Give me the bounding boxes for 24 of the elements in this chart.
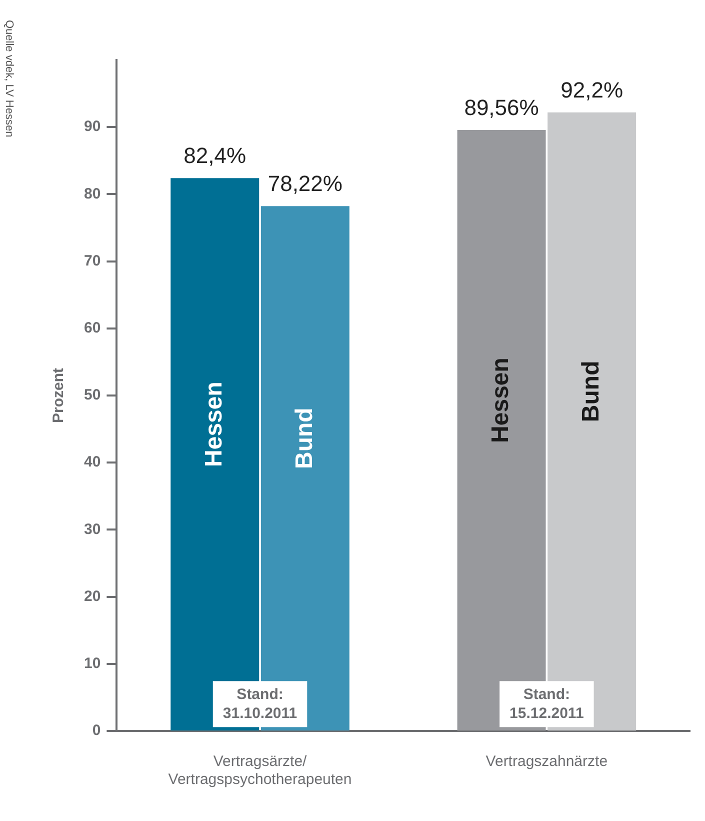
annotation: Stand: 31.10.2011 xyxy=(222,686,298,722)
y-tick-label: 0 xyxy=(92,722,101,740)
series-label: Hessen xyxy=(200,382,228,467)
y-tick-label: 70 xyxy=(84,252,101,270)
annotation: Stand: 15.12.2011 xyxy=(510,686,584,722)
y-tick-label: 30 xyxy=(84,520,101,538)
y-tick-label: 60 xyxy=(84,320,101,337)
y-tick-label: 10 xyxy=(84,655,101,672)
text: Hessen xyxy=(487,358,514,443)
data-label: 89,56% xyxy=(464,95,539,120)
y-tick-label: 80 xyxy=(84,185,101,202)
y-axis-title: Prozent xyxy=(50,368,68,424)
y-tick-label: 50 xyxy=(84,386,101,404)
source-note: Quelle vdek, LV Hessen xyxy=(3,20,15,138)
data-label: 92,2% xyxy=(560,77,624,102)
series-label: Bund xyxy=(290,408,318,469)
data-label: 82,4% xyxy=(184,143,246,168)
y-tick-label: 20 xyxy=(84,588,101,605)
y-tick-label: 90 xyxy=(84,118,101,136)
text: Bund xyxy=(577,360,604,422)
data-label: 78,22% xyxy=(268,171,342,196)
y-tick-label: 40 xyxy=(84,454,101,471)
x-tick-label: Vertragszahnärzte xyxy=(486,753,608,770)
x-tick-label: Vertragsärzte/Vertragspsychotherapeuten xyxy=(168,753,352,788)
